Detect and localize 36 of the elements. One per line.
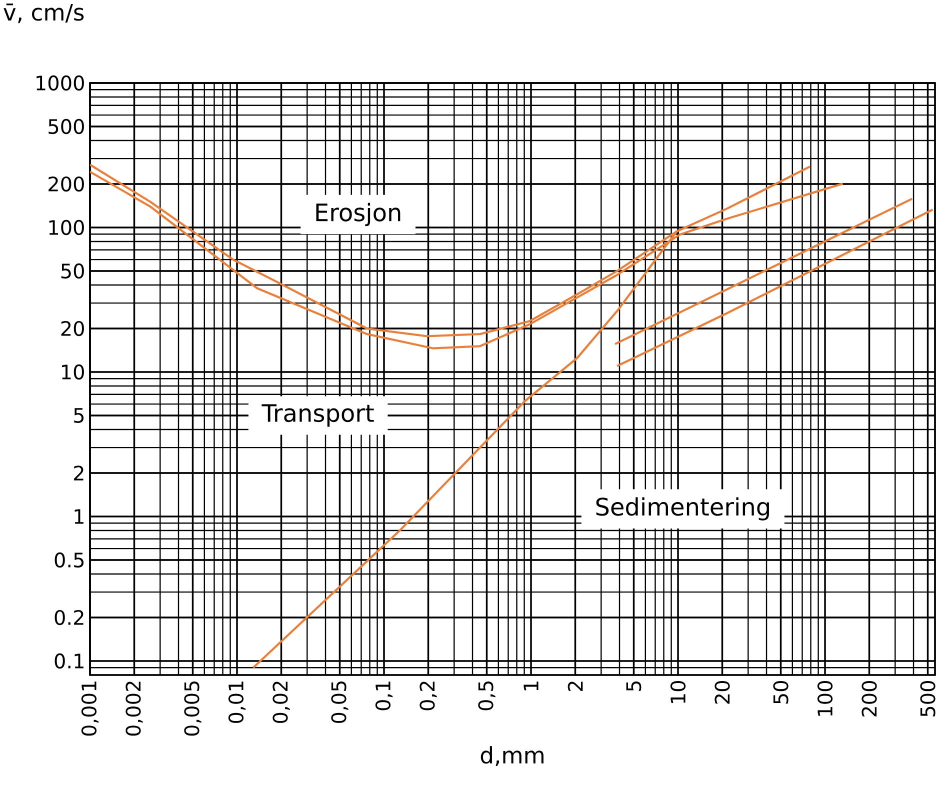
x-tick-label: 10 — [670, 681, 686, 703]
x-tick-label: 0,005 — [184, 681, 202, 736]
y-tick-label: 0.1 — [54, 653, 84, 669]
y-tick-label: 100 — [49, 220, 84, 236]
y-tick-label: 0.2 — [54, 610, 84, 626]
x-tick-label: 0,01 — [228, 682, 246, 723]
y-tick-label: 50 — [61, 263, 84, 279]
x-tick-label: 0,2 — [420, 682, 437, 710]
y-tick-label: 1000 — [36, 75, 84, 91]
x-tick-label: 0,002 — [126, 682, 143, 736]
x-tick-label: 0,05 — [331, 681, 348, 723]
x-tick-label: 200 — [862, 681, 877, 716]
y-tick-label: 500 — [48, 118, 84, 134]
x-tick-label: 0,001 — [81, 682, 99, 736]
x-tick-label: 20 — [714, 681, 730, 704]
annotation: Sedimentering — [596, 497, 769, 520]
x-tick-label: 5 — [626, 681, 642, 691]
y-tick-label: 1 — [74, 509, 84, 524]
annotation: Transport — [262, 404, 374, 427]
x-tick-label: 2 — [568, 682, 583, 691]
x-tick-label: 500 — [920, 681, 936, 716]
y-tick-label: 200 — [48, 176, 84, 192]
x-axis-title: d,mm — [480, 746, 544, 766]
y-tick-label: 2 — [74, 466, 84, 480]
x-tick-label: 0,5 — [478, 681, 496, 710]
x-tick-label: 50 — [773, 681, 788, 704]
y-tick-label: 10 — [62, 364, 84, 380]
y-tick-label: 20 — [61, 320, 84, 336]
x-tick-label: 0,02 — [272, 682, 290, 723]
x-tick-label: 1 — [524, 682, 538, 690]
annotation: Erosjon — [316, 202, 400, 226]
x-tick-label: 0,1 — [375, 682, 393, 710]
y-axis-title: v̄, cm/s — [4, 4, 84, 24]
y-tick-label: 5 — [74, 408, 84, 423]
x-tick-label: 100 — [817, 681, 833, 716]
y-tick-label: 0.5 — [54, 552, 84, 568]
